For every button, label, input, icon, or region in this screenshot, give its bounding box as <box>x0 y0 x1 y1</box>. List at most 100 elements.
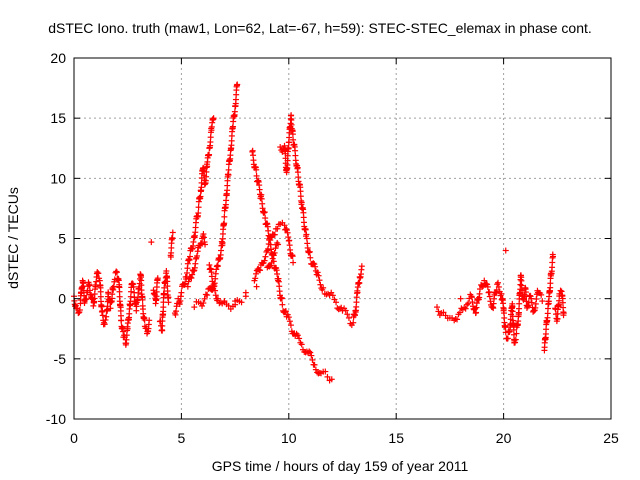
data-point <box>204 292 211 299</box>
data-point <box>252 275 259 282</box>
data-point <box>257 267 264 274</box>
data-point <box>311 261 318 268</box>
data-point <box>169 235 176 242</box>
data-point <box>83 295 90 302</box>
data-point <box>184 283 191 290</box>
data-point <box>528 299 535 306</box>
data-point <box>486 293 493 300</box>
data-point <box>308 352 315 359</box>
data-point <box>286 318 293 325</box>
x-tick-label: 0 <box>70 430 78 446</box>
data-point <box>268 259 275 266</box>
y-tick-label: -5 <box>54 351 67 367</box>
data-point <box>495 283 502 290</box>
data-point <box>229 123 236 130</box>
data-point <box>214 295 221 302</box>
data-point <box>267 262 274 269</box>
x-tick-label: 10 <box>281 430 297 446</box>
data-point <box>358 263 365 270</box>
data-point <box>186 253 193 260</box>
data-point <box>282 308 289 315</box>
data-point <box>495 279 502 286</box>
y-tick-label: 0 <box>58 291 66 307</box>
data-point <box>560 310 567 317</box>
data-point <box>154 275 161 282</box>
y-axis-label: dSTEC / TECUs <box>5 187 21 289</box>
data-point <box>462 305 469 312</box>
data-point <box>289 131 296 138</box>
data-point <box>225 172 232 179</box>
data-point <box>504 335 511 342</box>
data-point <box>285 145 292 152</box>
data-point <box>209 286 216 293</box>
data-point <box>298 199 305 206</box>
data-points <box>71 81 567 384</box>
data-point <box>113 268 120 275</box>
data-point <box>206 151 213 158</box>
data-point <box>232 298 239 305</box>
data-point <box>290 136 297 143</box>
data-point <box>194 248 201 255</box>
data-point <box>181 281 188 288</box>
data-point <box>221 299 228 306</box>
data-point <box>101 321 108 328</box>
data-point <box>148 239 155 246</box>
data-point <box>185 278 192 285</box>
data-point <box>481 277 488 284</box>
data-point <box>311 361 318 368</box>
data-point <box>338 304 345 311</box>
x-tick-label: 5 <box>178 430 186 446</box>
data-point <box>195 210 202 217</box>
data-point <box>464 301 471 308</box>
data-point <box>165 294 172 301</box>
data-point <box>212 292 219 299</box>
data-point <box>457 295 464 302</box>
data-point <box>161 290 168 297</box>
data-point <box>329 292 336 299</box>
x-tick-label: 15 <box>388 430 404 446</box>
data-point <box>107 305 114 312</box>
data-point <box>242 293 249 300</box>
x-axis-label: GPS time / hours of day 159 of year 2011 <box>212 458 469 474</box>
data-point <box>354 289 361 296</box>
data-point <box>550 253 557 260</box>
data-point <box>261 257 268 264</box>
data-point <box>199 302 206 309</box>
data-point <box>307 349 314 356</box>
data-point <box>283 227 290 234</box>
data-point <box>102 316 109 323</box>
data-point <box>225 166 232 173</box>
data-point <box>290 259 297 266</box>
data-point <box>356 280 363 287</box>
data-point <box>320 284 327 291</box>
y-tick-label: 10 <box>50 170 66 186</box>
data-point <box>302 226 309 233</box>
data-point <box>271 231 278 238</box>
data-point <box>344 311 351 318</box>
data-point <box>512 336 519 343</box>
data-point <box>120 328 127 335</box>
x-tick-label: 20 <box>496 430 512 446</box>
data-point <box>169 229 176 236</box>
data-point <box>212 275 219 282</box>
data-point <box>502 323 509 330</box>
data-point <box>322 368 329 375</box>
data-point <box>161 284 168 291</box>
data-point <box>118 317 125 324</box>
data-point <box>262 253 269 260</box>
data-point <box>484 283 491 290</box>
data-point <box>76 307 83 314</box>
data-point <box>350 319 357 326</box>
data-point <box>182 280 189 287</box>
data-point <box>195 204 202 211</box>
data-point <box>163 267 170 274</box>
data-point <box>539 298 546 305</box>
data-point <box>486 288 493 295</box>
chart-title: dSTEC Iono. truth (maw1, Lon=62, Lat=-67… <box>48 20 592 36</box>
data-point <box>253 283 260 290</box>
y-tick-label: 5 <box>58 231 66 247</box>
data-point <box>109 291 116 298</box>
data-point <box>312 366 319 373</box>
data-point <box>283 226 290 233</box>
data-point <box>223 197 230 204</box>
